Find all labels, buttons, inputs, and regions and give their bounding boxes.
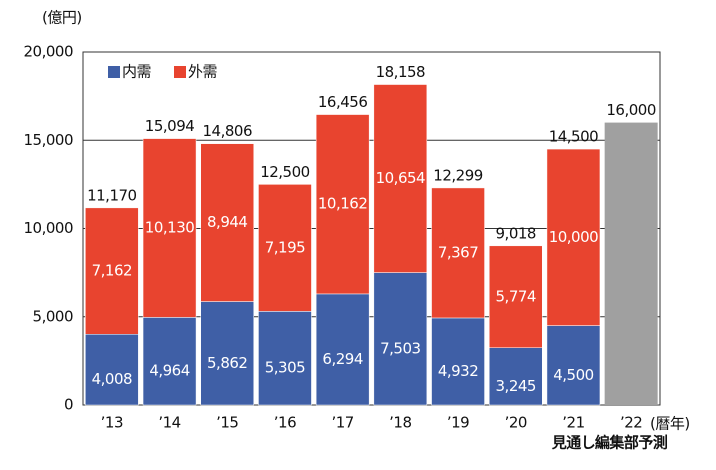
- total-label: 16,456: [318, 93, 368, 111]
- value-label: 7,367: [438, 243, 478, 261]
- value-label: 7,195: [265, 238, 305, 256]
- bar-segment: [200, 143, 254, 302]
- bar-segment: [315, 114, 370, 295]
- value-label: 4,964: [149, 362, 189, 380]
- x-tick-label: ’21: [562, 414, 584, 432]
- value-label: 4,500: [553, 366, 593, 384]
- x-note: 編集部予測: [595, 434, 668, 452]
- value-label: 5,862: [207, 354, 247, 372]
- x-tick-label: ’22: [620, 414, 642, 432]
- total-label: 11,170: [87, 186, 137, 204]
- x-note: 見通し: [551, 434, 596, 452]
- value-label: 8,944: [207, 213, 247, 231]
- value-label: 5,774: [496, 287, 536, 305]
- y-tick-label: 15,000: [24, 131, 74, 149]
- x-tick-label: ’20: [505, 414, 527, 432]
- bar-segment: [200, 301, 254, 406]
- bar-segment: [431, 317, 485, 406]
- total-label: 9,018: [496, 224, 536, 242]
- x-tick-label: ’18: [389, 414, 411, 432]
- value-label: 3,245: [496, 377, 536, 395]
- bar-segment: [373, 84, 428, 273]
- legend-label: 外需: [188, 63, 218, 81]
- x-tick-label: ’13: [101, 414, 123, 432]
- legend-label: 内需: [122, 63, 152, 81]
- y-tick-label: 0: [64, 396, 73, 414]
- y-tick-label: 5,000: [33, 307, 73, 325]
- y-unit: (億円): [42, 9, 82, 27]
- total-label: 12,299: [433, 166, 483, 184]
- bar-segment: [373, 272, 428, 406]
- total-label: 15,094: [145, 117, 195, 135]
- bar-segment: [258, 184, 312, 312]
- bar-segment: [546, 325, 601, 406]
- y-tick-label: 20,000: [24, 43, 74, 61]
- value-label: 6,294: [322, 350, 362, 368]
- value-label: 10,654: [376, 169, 426, 187]
- x-tick-label: ’17: [331, 414, 353, 432]
- y-tick-label: 10,000: [24, 219, 74, 237]
- bar-segment: [142, 317, 197, 406]
- bar-segment: [546, 148, 601, 326]
- legend-swatch: [108, 66, 120, 78]
- value-label: 7,162: [92, 262, 132, 280]
- total-label: 14,500: [549, 128, 599, 146]
- value-label: 10,130: [145, 218, 195, 236]
- value-label: 4,008: [92, 370, 132, 388]
- bar-segment: [489, 347, 543, 406]
- x-tick-label: ’16: [274, 414, 296, 432]
- value-label: 7,503: [380, 339, 420, 357]
- x-unit: (暦年): [650, 415, 690, 433]
- bar-segment: [142, 138, 197, 318]
- total-label: 16,000: [606, 101, 656, 119]
- bar-segment: [431, 187, 485, 319]
- value-label: 5,305: [265, 359, 305, 377]
- bar-segment: [85, 207, 139, 335]
- x-tick-label: ’14: [158, 414, 180, 432]
- total-label: 14,806: [203, 122, 253, 140]
- total-label: 12,500: [260, 163, 310, 181]
- bar-segment: [489, 245, 543, 348]
- bar: [604, 122, 658, 405]
- legend-swatch: [174, 66, 186, 78]
- x-tick-label: ’15: [216, 414, 238, 432]
- value-label: 10,000: [549, 228, 599, 246]
- total-label: 18,158: [376, 63, 426, 81]
- plot-frame: [82, 51, 661, 406]
- x-tick-label: ’19: [447, 414, 469, 432]
- value-label: 10,162: [318, 195, 368, 213]
- bar-segment: [258, 311, 312, 406]
- value-label: 4,932: [438, 362, 478, 380]
